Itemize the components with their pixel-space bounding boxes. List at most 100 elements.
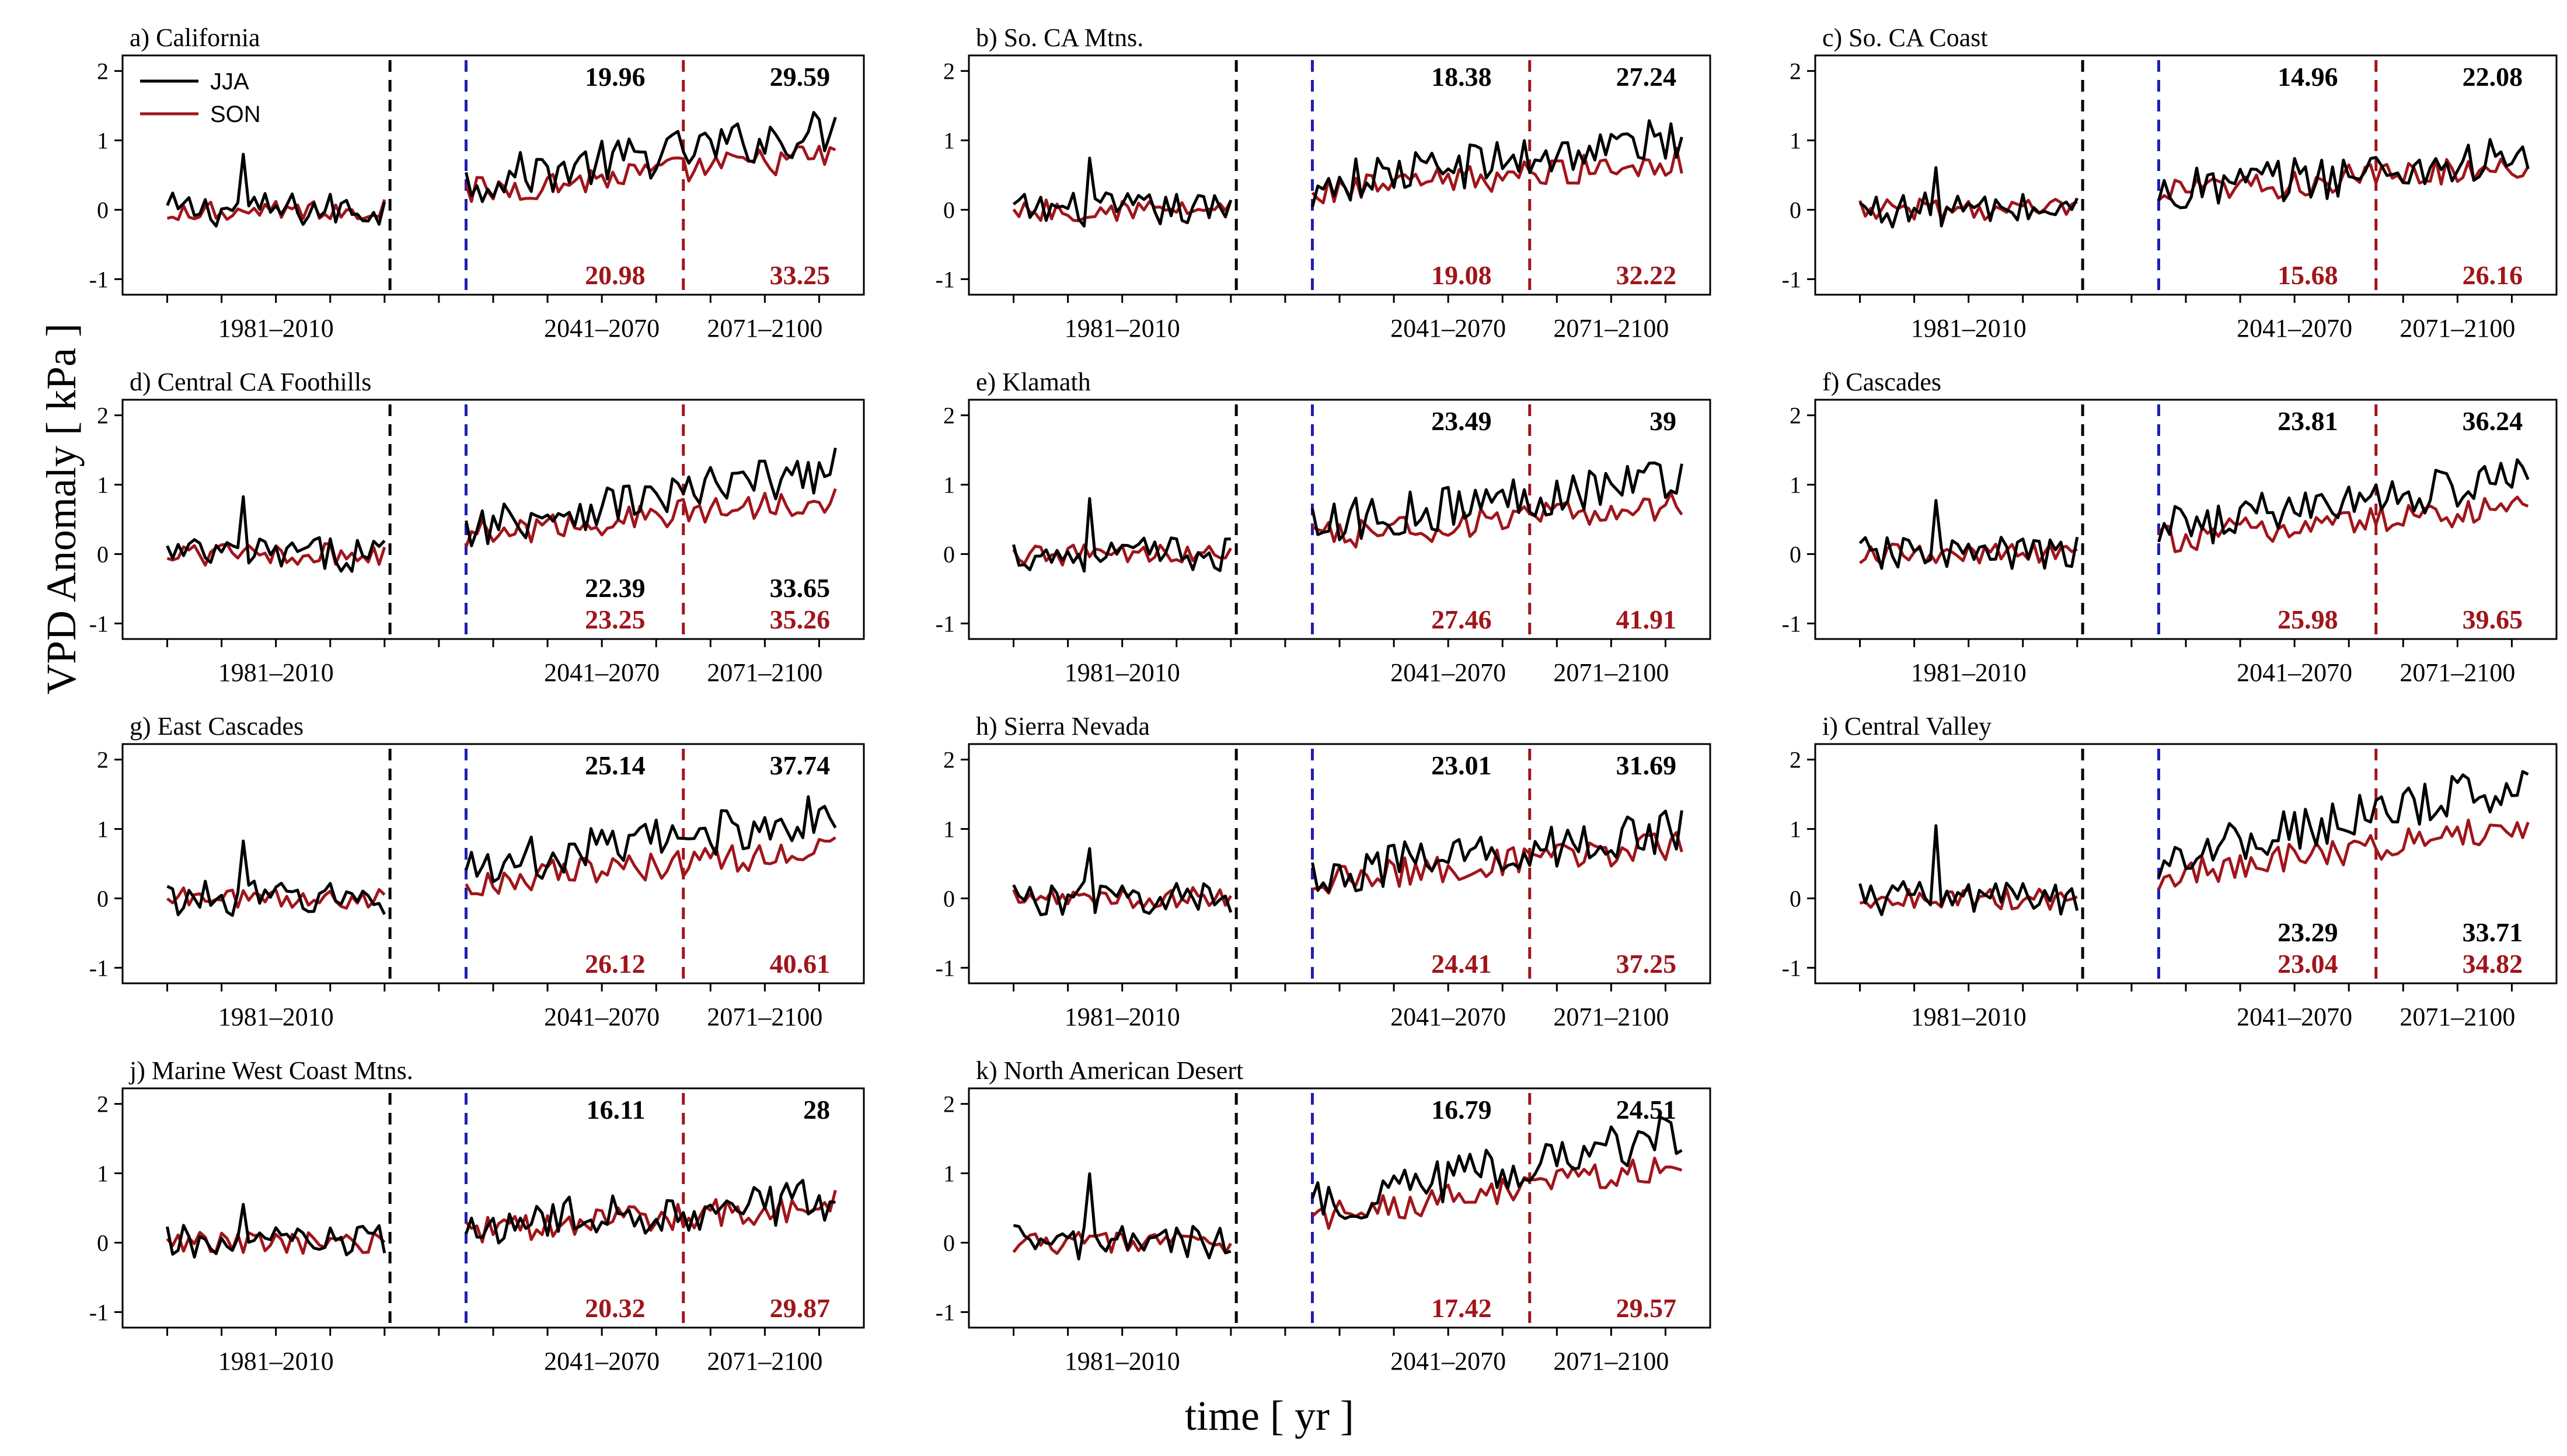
panel-a: a) California 2 1 0 -1 1981–2010 2041–2070 2071… xyxy=(89,23,865,343)
y-tick-label: 2 xyxy=(943,403,955,429)
jja-series-historical xyxy=(1012,156,1233,228)
jja-series-future xyxy=(1311,461,1683,542)
jja-endcentury-value: 39 xyxy=(1649,406,1676,436)
period-label: 2071–2100 xyxy=(1553,314,1669,343)
jja-series-future xyxy=(2157,458,2530,544)
panel-frame xyxy=(968,54,1711,296)
panel-title: a) California xyxy=(130,23,260,52)
son-endcentury-value: 41.91 xyxy=(1616,605,1677,634)
jja-midcentury-value: 19.96 xyxy=(585,62,646,92)
y-tick-label: 0 xyxy=(943,885,955,912)
jja-midcentury-value: 16.79 xyxy=(1431,1095,1492,1125)
son-series-future xyxy=(2157,158,2530,201)
son-midcentury-value: 26.12 xyxy=(585,949,646,979)
panel-title: d) Central CA Foothills xyxy=(130,368,371,396)
y-tick-label: 1 xyxy=(97,816,109,843)
y-tick-label: 1 xyxy=(1790,472,1801,498)
son-midcentury-value: 17.42 xyxy=(1431,1293,1492,1323)
y-tick-label: 1 xyxy=(1790,128,1801,154)
son-endcentury-value: 26.16 xyxy=(2463,260,2523,290)
jja-midcentury-value: 23.81 xyxy=(2277,406,2338,436)
son-endcentury-value: 39.65 xyxy=(2463,605,2523,634)
panel-title: h) Sierra Nevada xyxy=(976,712,1150,741)
y-tick-label: 0 xyxy=(97,197,109,223)
jja-endcentury-value: 31.69 xyxy=(1616,750,1677,780)
son-endcentury-value: 35.26 xyxy=(770,605,831,634)
panel-title: f) Cascades xyxy=(1822,368,1941,396)
son-series-future xyxy=(1311,1157,1683,1230)
y-tick-label: -1 xyxy=(936,1299,955,1325)
period-label: 1981–2010 xyxy=(1065,1003,1180,1031)
jja-series-historical xyxy=(166,495,386,573)
period-label: 1981–2010 xyxy=(1911,658,2027,687)
son-series-future xyxy=(465,488,837,548)
x-axis-label: time [ yr ] xyxy=(1185,1392,1354,1439)
y-tick-label: 2 xyxy=(943,1091,955,1118)
period-label: 2041–2070 xyxy=(1390,1347,1506,1375)
son-series-future xyxy=(465,836,836,896)
son-series-future xyxy=(465,145,836,203)
jja-endcentury-value: 22.08 xyxy=(2463,62,2523,92)
y-axis-label-container: VPD Anomaly [ kPa ] xyxy=(0,0,85,1456)
son-series-historical xyxy=(167,199,386,221)
y-tick-label: 0 xyxy=(97,541,109,567)
son-midcentury-value: 23.25 xyxy=(585,605,646,634)
period-label: 2071–2100 xyxy=(2399,314,2515,343)
period-label: 2071–2100 xyxy=(1553,658,1669,687)
y-tick-label: 1 xyxy=(943,128,955,154)
son-midcentury-value: 15.68 xyxy=(2277,260,2338,290)
period-label: 2041–2070 xyxy=(2237,1003,2352,1031)
period-label: 2041–2070 xyxy=(2237,658,2352,687)
y-tick-label: 2 xyxy=(97,1091,109,1118)
jja-endcentury-value: 37.74 xyxy=(770,750,831,780)
y-tick-label: 2 xyxy=(943,747,955,773)
son-series-future xyxy=(1312,491,1683,549)
legend-label-jja: JJA xyxy=(210,69,249,95)
y-tick-label: -1 xyxy=(936,955,955,981)
son-endcentury-value: 32.22 xyxy=(1616,260,1677,290)
jja-series-future xyxy=(465,111,837,203)
son-midcentury-value: 20.98 xyxy=(585,260,646,290)
son-series-historical xyxy=(166,1231,386,1255)
jja-endcentury-value: 33.65 xyxy=(770,573,831,603)
son-series-future xyxy=(2157,495,2529,553)
period-label: 1981–2010 xyxy=(218,314,334,343)
jja-series-historical xyxy=(1858,499,2079,570)
son-series-historical xyxy=(1012,1230,1232,1255)
panel-frame xyxy=(968,1087,1711,1329)
panel-d: d) Central CA Foothills 2 1 0 -1 1981–2010 204… xyxy=(89,368,865,687)
panel-i: i) Central Valley 2 1 0 -1 1981–2010 2041–2070… xyxy=(1782,712,2558,1031)
y-tick-label: -1 xyxy=(89,610,109,637)
son-series-future xyxy=(1312,831,1683,895)
y-tick-label: 0 xyxy=(943,541,955,567)
y-axis-label: VPD Anomaly [ kPa ] xyxy=(38,323,85,694)
y-tick-label: 2 xyxy=(943,58,955,85)
y-tick-label: -1 xyxy=(89,1299,109,1325)
son-midcentury-value: 20.32 xyxy=(585,1293,646,1323)
jja-midcentury-value: 23.01 xyxy=(1431,750,1492,780)
jja-midcentury-value: 14.96 xyxy=(2277,62,2338,92)
jja-series-future xyxy=(2157,770,2529,878)
son-endcentury-value: 29.57 xyxy=(1616,1293,1677,1323)
jja-series-future xyxy=(2157,138,2530,210)
jja-series-future xyxy=(1311,119,1683,208)
y-tick-label: -1 xyxy=(936,610,955,637)
son-endcentury-value: 40.61 xyxy=(770,949,831,979)
y-tick-label: 2 xyxy=(1790,403,1801,429)
y-tick-label: 0 xyxy=(1790,197,1801,223)
period-label: 1981–2010 xyxy=(1065,1347,1180,1375)
y-tick-label: 2 xyxy=(1790,58,1801,85)
y-tick-label: -1 xyxy=(936,266,955,292)
y-tick-label: 0 xyxy=(97,885,109,912)
son-endcentury-value: 34.82 xyxy=(2463,949,2523,979)
son-midcentury-value: 19.08 xyxy=(1431,260,1492,290)
period-label: 2041–2070 xyxy=(544,658,660,687)
panel-f: f) Cascades 2 1 0 -1 1981–2010 2041–2070 2071–2… xyxy=(1782,368,2558,687)
jja-series-historical xyxy=(166,152,386,228)
panel-title: k) North American Desert xyxy=(976,1056,1243,1085)
y-tick-label: 0 xyxy=(1790,885,1801,912)
jja-series-historical xyxy=(1858,166,2079,229)
period-label: 2071–2100 xyxy=(707,314,822,343)
panel-h: h) Sierra Nevada 2 1 0 -1 1981–2010 2041–2070 2… xyxy=(936,712,1711,1031)
panel-b: b) So. CA Mtns. 2 1 0 -1 1981–2010 2041–2070 20… xyxy=(936,23,1711,343)
